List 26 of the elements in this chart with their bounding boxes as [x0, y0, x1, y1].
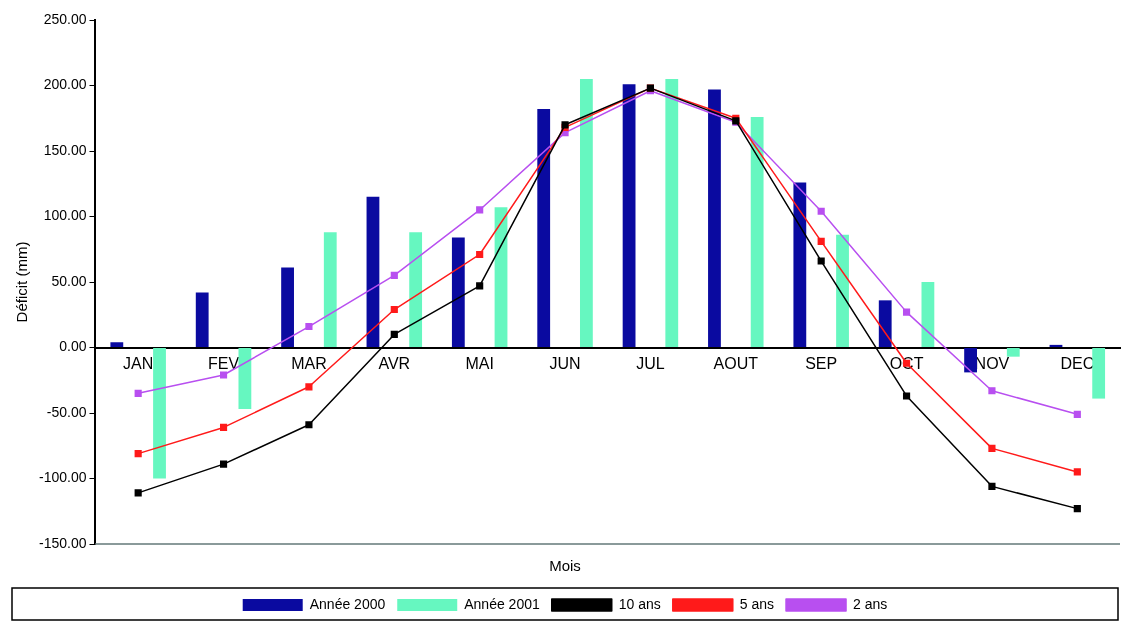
legend-label: 5 ans [739, 595, 775, 612]
y-axis-title: Déficit (mm) [13, 241, 31, 323]
x-tick-label: JAN [123, 354, 154, 372]
y-tick-label: 150.00 [43, 141, 87, 158]
y-tick-label: 100.00 [43, 207, 87, 224]
x-tick-label: SEP [805, 354, 838, 372]
x-tick-label: MAI [465, 354, 494, 372]
x-tick-label: JUN [549, 354, 581, 372]
legend-label: 2 ans [853, 595, 888, 612]
legend-label: Année 2000 [309, 595, 386, 612]
x-tick-label: JUL [636, 354, 665, 372]
y-tick-label: 50.00 [51, 272, 87, 289]
x-tick-label: DEC [1060, 354, 1095, 372]
x-tick-label: AOUT [713, 354, 759, 372]
y-tick-label: -100.00 [39, 469, 87, 486]
x-tick-label: FEV [207, 354, 240, 372]
y-tick-label: 250.00 [43, 10, 87, 27]
legend-label: 10 ans [618, 595, 661, 612]
y-tick-label: -150.00 [39, 534, 87, 551]
legend-label: Année 2001 [464, 595, 540, 612]
y-tick-label: 200.00 [43, 76, 87, 93]
x-tick-label: AVR [378, 354, 411, 372]
y-tick-label: 0.00 [59, 338, 87, 355]
x-axis-title: Mois [549, 557, 581, 575]
y-tick-label: -50.00 [46, 403, 87, 420]
x-tick-label: MAR [291, 354, 327, 372]
